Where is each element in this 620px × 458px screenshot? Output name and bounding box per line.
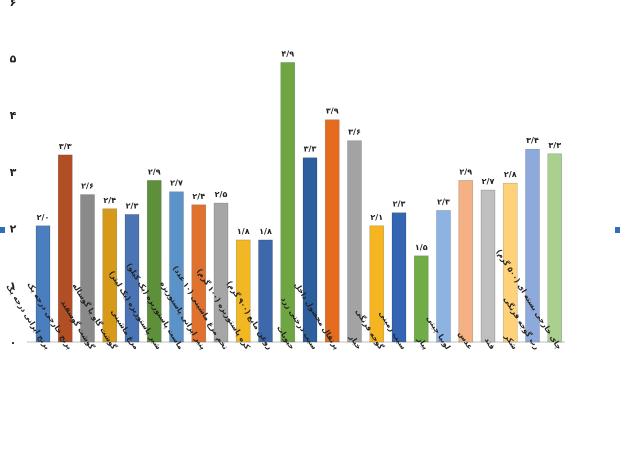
data-label: ۲/۳ bbox=[437, 197, 450, 206]
bar bbox=[413, 255, 429, 343]
data-label: ۲/۹ bbox=[459, 167, 472, 176]
right-edge-marker bbox=[615, 227, 620, 233]
data-label: ۱/۸ bbox=[237, 227, 250, 236]
data-label: ۲/۷ bbox=[482, 177, 495, 186]
data-label: ۳/۳ bbox=[304, 145, 317, 154]
bar bbox=[258, 239, 273, 343]
bar bbox=[324, 119, 340, 343]
bar bbox=[347, 140, 362, 343]
bar bbox=[458, 180, 474, 343]
data-label: ۲/۳ bbox=[126, 201, 139, 210]
y-axis-ticks: ۰ ۱ ۲ ۳ ۴ ۵ ۶ bbox=[10, 0, 17, 349]
data-label: ۲/۶ bbox=[81, 182, 94, 191]
y-tick-label: ۴ bbox=[10, 109, 17, 122]
bar bbox=[502, 182, 518, 343]
bar bbox=[35, 225, 51, 343]
bar bbox=[525, 148, 540, 343]
bars bbox=[35, 62, 563, 343]
data-label: ۲/۵ bbox=[215, 190, 228, 199]
y-tick-label: ۳ bbox=[10, 166, 17, 179]
bar bbox=[436, 210, 451, 343]
data-label: ۳/۶ bbox=[348, 128, 361, 137]
data-label: ۱/۸ bbox=[259, 227, 272, 236]
data-label: ۲/۴ bbox=[192, 192, 205, 201]
bar bbox=[213, 202, 229, 343]
bar bbox=[124, 214, 140, 343]
bar bbox=[280, 62, 296, 343]
y-tick-label: ۲ bbox=[10, 223, 17, 236]
data-label: ۲/۷ bbox=[170, 179, 183, 188]
bar bbox=[191, 204, 207, 343]
bar bbox=[80, 194, 95, 343]
data-label: ۲/۸ bbox=[504, 170, 517, 179]
data-label: ۲/۹ bbox=[148, 167, 161, 176]
data-label: ۲/۰ bbox=[37, 213, 50, 222]
bar bbox=[391, 212, 407, 343]
bar bbox=[369, 225, 385, 343]
y-tick-label: ۱ bbox=[10, 279, 17, 292]
bar bbox=[235, 239, 251, 343]
bar bbox=[102, 208, 118, 343]
bar bbox=[146, 180, 162, 343]
data-label: ۳/۴ bbox=[526, 136, 539, 145]
data-label: ۳/۳ bbox=[548, 141, 561, 150]
y-tick-label: ۰ bbox=[10, 336, 17, 349]
bar bbox=[547, 153, 563, 343]
data-label: ۲/۴ bbox=[103, 196, 116, 205]
data-label: ۲/۳ bbox=[393, 200, 406, 209]
data-label: ۱/۵ bbox=[415, 243, 428, 252]
data-label: ۳/۹ bbox=[326, 107, 339, 116]
data-label: ۴/۹ bbox=[281, 49, 294, 58]
bar bbox=[169, 191, 184, 343]
left-edge-marker bbox=[0, 227, 5, 233]
data-label: ۲/۱ bbox=[370, 213, 383, 222]
y-tick-label: ۵ bbox=[10, 53, 17, 66]
y-tick-label: ۶ bbox=[10, 0, 17, 9]
data-label: ۳/۳ bbox=[59, 142, 72, 151]
bar bbox=[480, 189, 496, 343]
data-labels: ۲/۰ ۳/۳ ۲/۶ ۲/۴ ۲/۳ ۲/۹ ۲/۷ ۲/۴ ۲/۵ ۱/۸ ۱/۸ ۴/۹ ۳/۳ ۳… bbox=[37, 49, 562, 251]
bar bbox=[302, 157, 318, 343]
bar bbox=[57, 154, 73, 343]
